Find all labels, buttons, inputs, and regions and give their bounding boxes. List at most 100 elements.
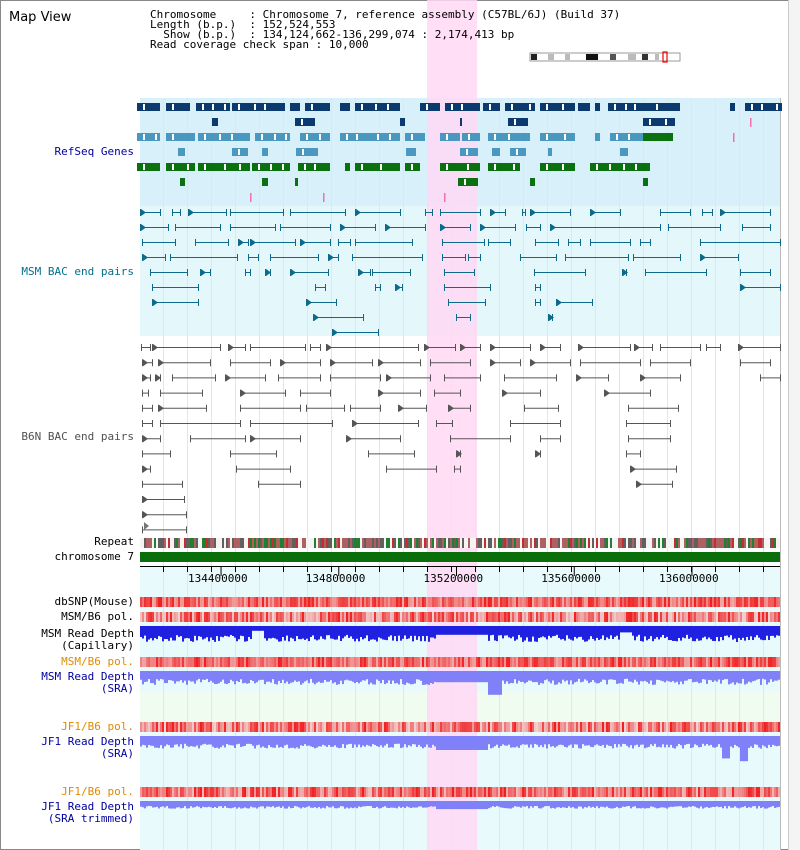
pol-cell (388, 722, 390, 732)
pol-cell (228, 612, 230, 622)
depth-bar (456, 671, 458, 683)
depth-bar (424, 801, 426, 808)
pol-cell (304, 657, 306, 667)
depth-bar (642, 736, 644, 745)
depth-bar (752, 626, 754, 641)
repeat-block (386, 538, 388, 548)
depth-bar (344, 736, 346, 749)
pol-cell (766, 597, 768, 607)
track-label-b6n-bac[interactable]: B6N BAC end pairs (21, 430, 134, 443)
pol-cell (180, 722, 182, 732)
pol-cell (312, 657, 314, 667)
pol-cell (454, 612, 456, 622)
pol-cell (398, 612, 400, 622)
track-label-jf1-b6-pol-trim[interactable]: JF1/B6 pol. (61, 785, 134, 798)
pol-cell (404, 612, 406, 622)
pol-cell (646, 722, 648, 732)
repeat-block (626, 538, 628, 548)
depth-bar (570, 736, 572, 745)
track-label-msm-depth-cap[interactable]: MSM Read Depth (Capillary) (41, 628, 134, 652)
depth-bar (236, 671, 238, 681)
track-label-chromosome[interactable]: chromosome 7 (54, 550, 134, 563)
pol-cell (602, 597, 604, 607)
pol-cell (246, 787, 248, 797)
pol-cell (680, 722, 682, 732)
pol-cell (212, 787, 214, 797)
pol-cell (440, 722, 442, 732)
depth-bar (150, 626, 152, 639)
pol-cell (704, 787, 706, 797)
depth-bar (286, 736, 288, 745)
pol-cell (736, 657, 738, 667)
track-label-msm-b6-pol[interactable]: MSM/B6 pol. (61, 610, 134, 623)
pol-cell (178, 722, 180, 732)
pol-cell (278, 722, 280, 732)
depth-bar (456, 736, 458, 750)
track-label-msm-bac[interactable]: MSM BAC end pairs (21, 265, 134, 278)
track-label-repeat[interactable]: Repeat (94, 535, 134, 548)
depth-bar (734, 801, 736, 807)
pol-cell (660, 722, 662, 732)
depth-bar (362, 626, 364, 640)
depth-bar (426, 736, 428, 745)
ideogram (530, 53, 680, 61)
depth-bar (468, 801, 470, 810)
repeat-block (278, 538, 280, 548)
pol-cell (270, 612, 272, 622)
depth-bar (378, 801, 380, 809)
pol-cell (576, 657, 578, 667)
track-label-jf1-depth-trim[interactable]: JF1 Read Depth (SRA trimmed) (41, 801, 134, 825)
repeat-block (608, 538, 610, 548)
repeat-block (536, 538, 538, 548)
msm-bac-arrow (359, 269, 364, 276)
depth-bar (474, 626, 476, 635)
pol-cell (230, 787, 232, 797)
b6n-bac-arrow (229, 344, 234, 351)
depth-bar (688, 671, 690, 680)
pol-cell (624, 657, 626, 667)
pol-cell (180, 612, 182, 622)
pol-cell (652, 787, 654, 797)
pol-cell (386, 657, 388, 667)
depth-bar (298, 801, 300, 808)
track-label-jf1-depth-sra[interactable]: JF1 Read Depth (SRA) (41, 736, 134, 760)
pol-cell (236, 612, 238, 622)
msm-depth-sra-line1: MSM Read Depth (41, 670, 134, 683)
depth-bar (712, 801, 714, 807)
pol-cell (310, 597, 312, 607)
track-label-refseq[interactable]: RefSeq Genes (54, 145, 134, 158)
depth-bar (586, 736, 588, 746)
exon-gap (529, 104, 531, 110)
depth-bar (620, 801, 622, 808)
pol-cell (646, 597, 648, 607)
pol-cell (542, 657, 544, 667)
depth-bar (210, 801, 212, 808)
pol-cell (430, 657, 432, 667)
depth-bar (408, 671, 410, 684)
pol-cell (520, 722, 522, 732)
depth-bar (600, 736, 602, 747)
pol-cell (298, 787, 300, 797)
depth-bar (442, 626, 444, 635)
pol-cell (236, 657, 238, 667)
track-label-jf1-b6-pol[interactable]: JF1/B6 pol. (61, 720, 134, 733)
pol-cell (146, 612, 148, 622)
depth-bar (306, 801, 308, 807)
pol-cell (750, 787, 752, 797)
pol-cell (710, 612, 712, 622)
depth-bar (760, 736, 762, 749)
repeat-block (754, 538, 756, 548)
pol-cell (348, 722, 350, 732)
pol-cell (156, 722, 158, 732)
track-label-dbsnp[interactable]: dbSNP(Mouse) (54, 595, 134, 608)
pol-cell (742, 657, 744, 667)
depth-bar (610, 626, 612, 636)
track-label-msm-b6-pol-sra[interactable]: MSM/B6 pol. (61, 655, 134, 668)
track-label-msm-depth-sra[interactable]: MSM Read Depth (SRA) (41, 671, 134, 695)
depth-bar (654, 626, 656, 639)
depth-bar (654, 801, 656, 808)
pol-cell (434, 657, 436, 667)
depth-bar (554, 736, 556, 748)
pol-cell (466, 612, 468, 622)
